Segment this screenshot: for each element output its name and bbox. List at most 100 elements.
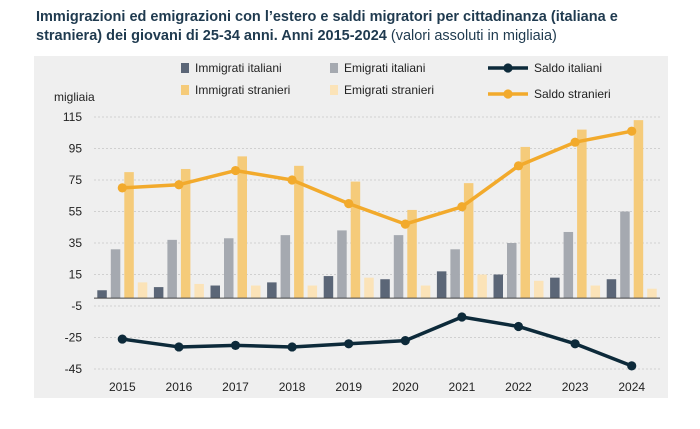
- chart-title-sub: (valori assoluti in migliaia): [390, 28, 557, 44]
- bar-emigrati-stranieri: [647, 288, 657, 299]
- bar-emigrati-stranieri: [534, 280, 544, 299]
- point-saldo-italiani: [400, 336, 410, 346]
- bar-immigrati-italiani: [493, 274, 503, 299]
- point-saldo-stranieri: [117, 183, 127, 193]
- bar-emigrati-italiani: [507, 243, 517, 299]
- bar-immigrati-stranieri: [520, 146, 530, 299]
- legend-label: Saldo italiani: [534, 61, 602, 75]
- y-tick-label: 115: [63, 110, 82, 124]
- y-tick-label: 95: [69, 142, 83, 156]
- point-saldo-stranieri: [174, 180, 184, 190]
- y-tick-label: 55: [69, 205, 83, 219]
- point-saldo-italiani: [344, 339, 354, 349]
- y-tick-label: -25: [65, 331, 83, 345]
- bar-immigrati-stranieri: [124, 172, 134, 299]
- bar-immigrati-stranieri: [577, 129, 587, 299]
- point-saldo-stranieri: [513, 161, 524, 171]
- bar-immigrati-stranieri: [294, 165, 304, 299]
- bar-immigrati-stranieri: [350, 181, 361, 299]
- point-saldo-italiani: [627, 361, 637, 371]
- bars-group: [97, 120, 657, 299]
- legend-label: Saldo stranieri: [534, 87, 611, 101]
- bar-immigrati-stranieri: [407, 209, 417, 299]
- point-saldo-stranieri: [627, 126, 637, 136]
- point-saldo-stranieri: [457, 202, 467, 212]
- legend-marker: [503, 63, 513, 73]
- bar-emigrati-stranieri: [364, 277, 374, 299]
- bar-immigrati-italiani: [153, 287, 164, 299]
- bar-emigrati-italiani: [337, 230, 347, 299]
- point-saldo-italiani: [117, 334, 127, 344]
- legend-swatch: [330, 85, 338, 95]
- bar-immigrati-italiani: [380, 279, 390, 299]
- point-saldo-italiani: [457, 312, 467, 322]
- bar-emigrati-italiani: [224, 238, 234, 299]
- bar-emigrati-italiani: [620, 211, 630, 299]
- bar-emigrati-italiani: [450, 249, 460, 299]
- grid-lines: [94, 116, 660, 370]
- point-saldo-stranieri: [230, 165, 241, 176]
- bar-emigrati-stranieri: [590, 285, 601, 299]
- chart-title: Immigrazioni ed emigrazioni con l’estero…: [36, 8, 676, 46]
- bar-emigrati-italiani: [563, 231, 574, 299]
- bar-immigrati-italiani: [267, 282, 277, 299]
- bar-emigrati-italiani: [110, 249, 121, 299]
- y-tick-label: -45: [65, 362, 83, 376]
- legend: Immigrati italiani Emigrati italiani Immig…: [181, 61, 611, 101]
- x-tick-label: 2015: [109, 380, 136, 394]
- point-saldo-stranieri: [400, 219, 410, 229]
- bar-immigrati-stranieri: [180, 168, 191, 299]
- legend-label: Immigrati stranieri: [195, 83, 290, 97]
- legend-marker: [503, 89, 513, 99]
- x-tick-label: 2017: [222, 380, 249, 394]
- bar-emigrati-stranieri: [194, 283, 204, 299]
- bar-immigrati-italiani: [323, 276, 334, 299]
- bar-immigrati-stranieri: [237, 156, 247, 299]
- lines-group: [117, 126, 637, 371]
- bar-emigrati-stranieri: [477, 274, 487, 299]
- bar-emigrati-stranieri: [420, 285, 431, 299]
- bar-emigrati-italiani: [393, 235, 404, 299]
- y-axis-label: migliaia: [54, 90, 95, 104]
- legend-swatch: [181, 85, 189, 95]
- bar-immigrati-italiani: [550, 277, 560, 299]
- y-tick-label: 75: [69, 173, 83, 187]
- point-saldo-italiani: [230, 340, 241, 350]
- legend-label: Emigrati stranieri: [344, 83, 434, 97]
- point-saldo-italiani: [513, 321, 524, 332]
- point-saldo-italiani: [287, 342, 297, 352]
- x-tick-label: 2016: [166, 380, 193, 394]
- x-tick-label: 2023: [562, 380, 589, 394]
- axes-group: 115 95 75 55 35 15 -5 -25 -45 2015 2016 2017 2018 201…: [63, 110, 660, 394]
- point-saldo-stranieri: [570, 137, 580, 147]
- point-saldo-italiani: [570, 339, 580, 349]
- x-tick-label: 2018: [279, 380, 306, 394]
- chart-title-main: Immigrazioni ed emigrazioni con l’estero…: [36, 9, 618, 44]
- y-tick-label: 35: [69, 236, 83, 250]
- legend-label: Immigrati italiani: [195, 61, 282, 75]
- x-tick-label: 2019: [335, 380, 362, 394]
- bar-emigrati-italiani: [280, 235, 291, 299]
- bar-emigrati-italiani: [167, 239, 177, 299]
- x-tick-label: 2020: [392, 380, 419, 394]
- x-tick-label: 2024: [618, 380, 645, 394]
- point-saldo-stranieri: [344, 199, 354, 209]
- x-tick-label: 2021: [449, 380, 476, 394]
- bar-emigrati-stranieri: [137, 282, 148, 299]
- x-tick-label: 2022: [505, 380, 532, 394]
- legend-swatch: [330, 63, 338, 73]
- y-tick-label: -5: [71, 299, 82, 313]
- line-saldo-italiani: [122, 315, 633, 368]
- point-saldo-stranieri: [287, 175, 297, 185]
- bar-emigrati-stranieri: [251, 285, 261, 299]
- legend-swatch: [181, 63, 189, 73]
- bar-immigrati-stranieri: [633, 120, 644, 299]
- line-saldo-stranieri: [122, 129, 633, 226]
- bar-immigrati-italiani: [97, 290, 107, 299]
- y-tick-label: 15: [69, 268, 83, 282]
- bar-emigrati-stranieri: [307, 285, 318, 299]
- bar-immigrati-italiani: [606, 279, 617, 299]
- bar-immigrati-stranieri: [463, 183, 474, 299]
- bar-immigrati-italiani: [436, 271, 447, 299]
